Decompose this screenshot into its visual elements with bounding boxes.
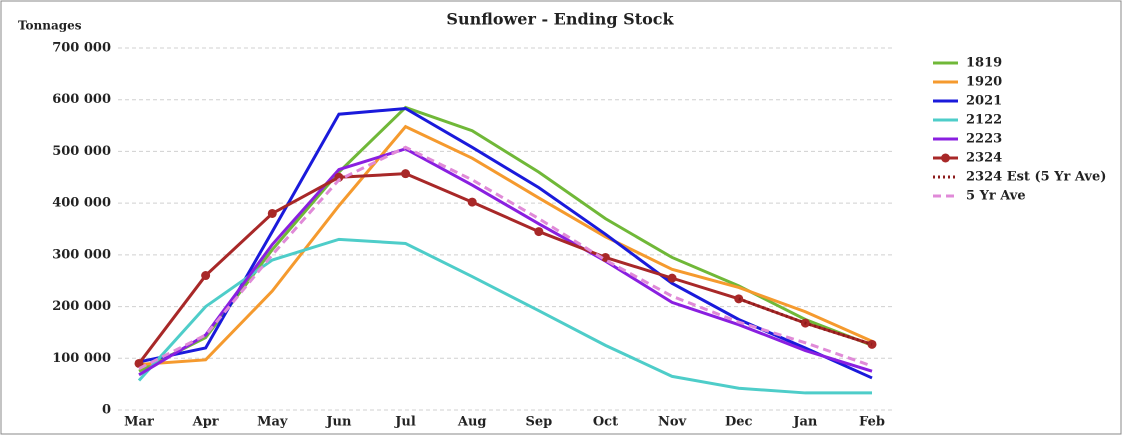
x-tick-label: Jul xyxy=(394,415,416,430)
x-tick-label: Nov xyxy=(658,415,687,430)
point xyxy=(134,358,144,368)
y-axis-label: Tonnages xyxy=(18,19,82,33)
y-tick-label: 600 000 xyxy=(52,92,111,107)
x-tick-label: Dec xyxy=(725,415,753,430)
series-line xyxy=(138,124,873,366)
x-tick-label: Mar xyxy=(124,415,154,430)
y-tick-label: 500 000 xyxy=(52,144,111,159)
legend-label: 1819 xyxy=(966,56,1002,71)
y-tick-label: 0 xyxy=(102,403,111,418)
x-tick-label: Sep xyxy=(525,415,552,430)
chart-title: Sunflower - Ending Stock xyxy=(446,10,674,29)
y-tick-label: 100 000 xyxy=(52,351,111,366)
point xyxy=(334,172,344,182)
point xyxy=(600,252,610,262)
series-line xyxy=(138,145,873,370)
x-tick-label: Oct xyxy=(593,415,618,430)
y-tick-label: 300 000 xyxy=(52,247,111,262)
legend-marker xyxy=(941,153,950,163)
point xyxy=(534,227,544,237)
x-tick-label: Apr xyxy=(192,415,219,430)
legend-label: 2223 xyxy=(966,132,1002,147)
legend-label: 5 Yr Ave xyxy=(966,189,1026,204)
legend-label: 2122 xyxy=(966,113,1002,128)
point xyxy=(201,271,211,281)
x-tick-label: Jun xyxy=(325,415,352,430)
x-tick-label: May xyxy=(257,415,288,430)
point xyxy=(267,208,277,218)
legend-label: 2324 Est (5 Yr Ave) xyxy=(966,170,1106,185)
point xyxy=(467,197,477,207)
y-tick-label: 200 000 xyxy=(52,299,111,314)
legend-label: 1920 xyxy=(966,75,1002,90)
x-tick-label: Aug xyxy=(457,415,487,430)
x-tick-label: Feb xyxy=(859,415,885,430)
y-tick-label: 400 000 xyxy=(52,196,111,211)
series-line xyxy=(738,297,873,346)
point xyxy=(667,273,677,283)
legend-label: 2324 xyxy=(966,151,1002,166)
legend-label: 2021 xyxy=(966,94,1002,109)
y-tick-label: 700 000 xyxy=(52,41,111,56)
point xyxy=(401,169,411,179)
x-tick-label: Jan xyxy=(792,415,818,430)
series-line xyxy=(138,147,873,377)
